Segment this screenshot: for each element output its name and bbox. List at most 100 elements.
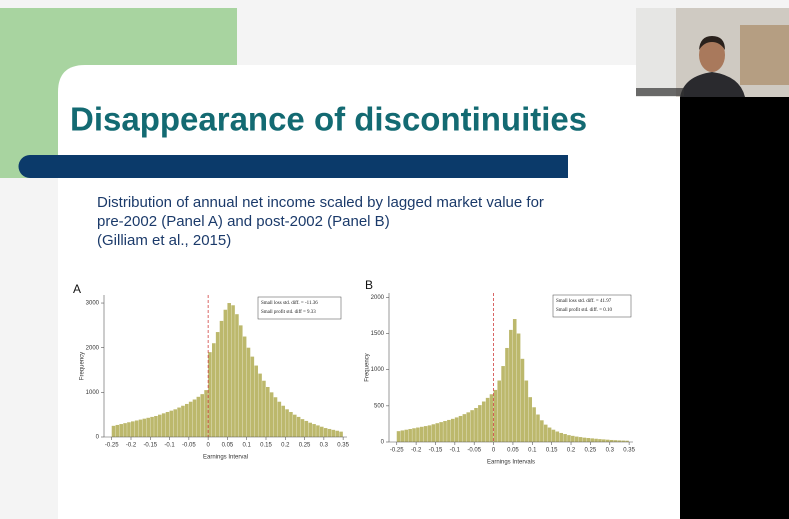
bar — [281, 405, 285, 437]
legend-entry: Small loss std. diff. = 41.97 — [556, 299, 612, 304]
bar — [208, 352, 212, 437]
x-tick-label: 0 — [206, 443, 210, 449]
bar — [227, 303, 231, 437]
bar — [339, 431, 343, 437]
bar — [273, 397, 278, 437]
x-tick-label: 0.3 — [606, 448, 615, 454]
bar — [131, 421, 135, 437]
x-tick-label: -0.15 — [143, 443, 157, 449]
bar — [520, 358, 525, 442]
bar — [396, 431, 401, 442]
bar — [223, 309, 228, 437]
bar — [435, 423, 440, 442]
x-tick-label: -0.2 — [411, 448, 422, 454]
bar — [621, 440, 625, 442]
x-tick-label: 0.25 — [585, 448, 597, 454]
x-tick-label: 0.35 — [337, 443, 349, 449]
bar — [578, 437, 583, 442]
bar — [617, 440, 622, 442]
y-tick-label: 3000 — [86, 301, 100, 307]
bar — [454, 417, 459, 442]
bar — [123, 423, 127, 437]
bar — [327, 428, 332, 437]
legend-box — [552, 294, 632, 318]
bar — [516, 333, 521, 442]
bar — [551, 429, 556, 442]
bar — [408, 428, 412, 442]
bar — [185, 403, 189, 437]
bar — [212, 343, 216, 437]
bar — [196, 396, 201, 437]
bar — [462, 414, 467, 442]
bar — [296, 416, 301, 437]
bar — [470, 410, 474, 442]
bar — [173, 409, 177, 437]
y-tick-label: 500 — [374, 403, 385, 409]
x-tick-label: 0.2 — [567, 448, 576, 454]
bar — [161, 413, 166, 437]
bar — [285, 409, 289, 437]
charts: A -0.25 -0.2 -0.15 -0.1 -0.05 0 0.05 0.1 0.15 0.2 0… — [73, 278, 636, 465]
y-tick-label: 0 — [96, 435, 100, 441]
bar — [269, 392, 274, 437]
x-tick-label: 0.2 — [281, 443, 290, 449]
bar — [594, 438, 598, 442]
bar — [111, 425, 116, 437]
bar — [532, 407, 536, 442]
bar — [177, 407, 181, 437]
bar — [277, 401, 282, 437]
bar — [540, 420, 544, 442]
bar — [258, 373, 262, 437]
x-tick-label: -0.1 — [450, 448, 461, 454]
bar — [165, 411, 170, 437]
x-axis-label: Earnings Interval — [203, 455, 248, 461]
bar — [304, 420, 309, 437]
x-tick-label: 0.1 — [528, 448, 537, 454]
bar — [262, 380, 266, 437]
x-tick-label: 0.25 — [299, 443, 311, 449]
bar — [293, 414, 297, 437]
bar — [431, 424, 436, 442]
bar — [192, 399, 197, 437]
bar — [427, 425, 432, 442]
x-tick-label: -0.1 — [164, 443, 175, 449]
bar — [602, 439, 606, 442]
bar — [458, 415, 463, 442]
bar — [308, 422, 312, 437]
legend-entry: Small profit std. diff. = 0.10 — [556, 308, 613, 313]
bar — [543, 424, 548, 442]
y-axis-label: Frequency — [80, 352, 86, 380]
bar — [605, 439, 610, 442]
bar — [219, 320, 224, 437]
bar — [586, 438, 591, 442]
y-tick-label: 0 — [381, 440, 385, 446]
video-name-tag — [636, 88, 684, 96]
bar — [598, 439, 602, 442]
bar — [235, 314, 239, 437]
bar — [474, 408, 478, 442]
bar — [485, 397, 490, 442]
bar — [555, 431, 560, 442]
bar — [154, 416, 158, 437]
x-tick-label: -0.05 — [182, 443, 196, 449]
bar — [146, 417, 150, 437]
bar — [416, 427, 420, 442]
x-tick-label: -0.15 — [429, 448, 443, 454]
x-tick-label: 0.1 — [243, 443, 252, 449]
bar — [489, 394, 494, 442]
slide-text: pre-2002 (Panel A) and post-2002 (Panel … — [97, 213, 390, 230]
panel-label: A — [73, 282, 81, 296]
bar — [439, 422, 443, 442]
bar — [505, 347, 509, 442]
bar — [239, 325, 243, 437]
bar — [150, 416, 154, 437]
y-tick-label: 2000 — [371, 295, 385, 301]
bar — [335, 430, 339, 437]
bar — [582, 437, 587, 442]
slide-text: (Gilliam et al., 2015) — [97, 232, 231, 249]
bar — [134, 420, 139, 437]
bar — [215, 332, 220, 437]
bar — [323, 428, 328, 437]
x-tick-label: -0.25 — [390, 448, 404, 454]
